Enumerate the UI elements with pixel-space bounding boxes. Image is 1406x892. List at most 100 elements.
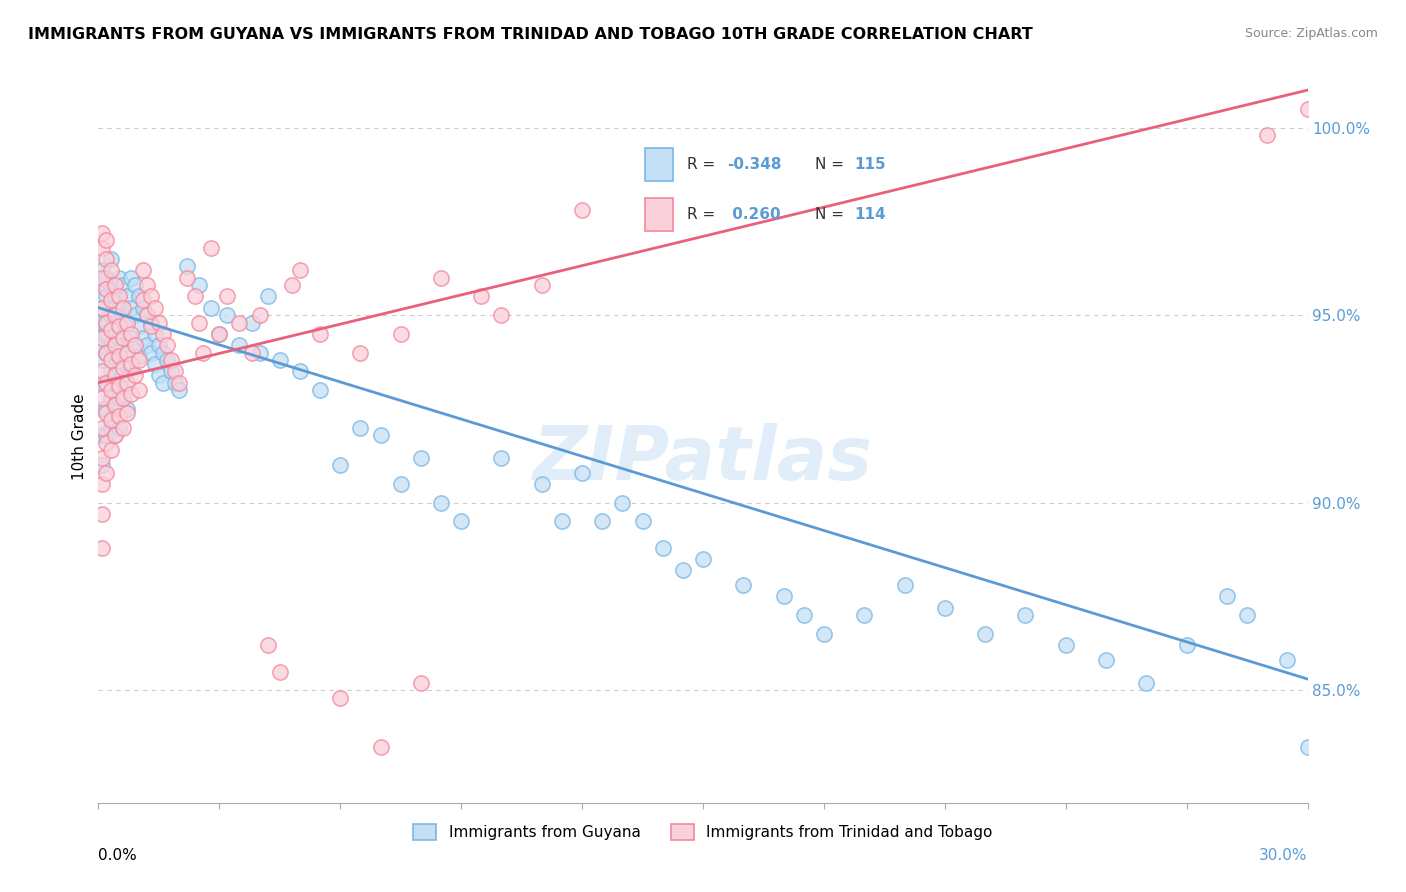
- Text: N =: N =: [814, 157, 849, 171]
- Point: [115, 406, 138, 420]
- Point: [217, 308, 239, 322]
- Point: [143, 357, 166, 371]
- Point: [139, 345, 162, 359]
- Point: [733, 578, 755, 592]
- Bar: [645, 198, 673, 231]
- Point: [193, 345, 215, 359]
- Point: [124, 338, 146, 352]
- Point: [409, 450, 432, 465]
- Point: [256, 638, 278, 652]
- Point: [389, 477, 412, 491]
- Point: [96, 252, 118, 266]
- Point: [148, 368, 170, 383]
- Point: [188, 278, 211, 293]
- Point: [96, 282, 118, 296]
- Point: [269, 665, 291, 679]
- Point: [128, 350, 150, 364]
- Point: [148, 316, 170, 330]
- Point: [124, 338, 146, 352]
- Point: [96, 345, 118, 359]
- Point: [103, 278, 125, 293]
- Point: [100, 391, 122, 405]
- Point: [974, 627, 997, 641]
- Point: [135, 308, 157, 322]
- Point: [91, 263, 114, 277]
- Point: [167, 376, 190, 390]
- Point: [692, 552, 714, 566]
- Point: [103, 345, 125, 359]
- Point: [111, 301, 134, 315]
- Point: [103, 376, 125, 390]
- Point: [139, 289, 162, 303]
- Point: [100, 364, 122, 378]
- Point: [100, 443, 122, 458]
- Point: [228, 316, 250, 330]
- Point: [111, 338, 134, 352]
- Point: [91, 391, 114, 405]
- Point: [107, 420, 129, 434]
- Point: [91, 458, 114, 473]
- Point: [91, 477, 114, 491]
- Point: [91, 420, 114, 434]
- Point: [612, 496, 634, 510]
- Point: [132, 331, 155, 345]
- Point: [103, 368, 125, 383]
- Point: [115, 376, 138, 390]
- Point: [389, 326, 412, 341]
- Text: N =: N =: [814, 207, 849, 222]
- Point: [107, 379, 129, 393]
- Point: [96, 406, 118, 420]
- Point: [107, 319, 129, 334]
- Point: [571, 466, 593, 480]
- Point: [228, 338, 250, 352]
- Point: [139, 316, 162, 330]
- Point: [103, 428, 125, 442]
- Point: [200, 241, 222, 255]
- Point: [288, 364, 311, 378]
- Point: [111, 278, 134, 293]
- Point: [115, 345, 138, 359]
- Point: [128, 319, 150, 334]
- Point: [120, 387, 142, 401]
- Point: [249, 345, 271, 359]
- Text: 0.0%: 0.0%: [98, 847, 138, 863]
- Point: [256, 289, 278, 303]
- Point: [115, 289, 138, 303]
- Point: [1014, 608, 1036, 623]
- Point: [135, 278, 157, 293]
- Point: [591, 515, 613, 529]
- Point: [672, 563, 695, 577]
- Legend: Immigrants from Guyana, Immigrants from Trinidad and Tobago: Immigrants from Guyana, Immigrants from …: [408, 818, 998, 847]
- Point: [96, 326, 118, 341]
- Point: [631, 515, 654, 529]
- Point: [96, 376, 118, 390]
- Point: [288, 263, 311, 277]
- Point: [409, 675, 432, 690]
- Point: [96, 376, 118, 390]
- Point: [128, 289, 150, 303]
- Point: [132, 263, 155, 277]
- Point: [100, 383, 122, 397]
- Point: [96, 428, 118, 442]
- Point: [120, 357, 142, 371]
- Point: [176, 270, 198, 285]
- Point: [103, 316, 125, 330]
- Point: [107, 409, 129, 424]
- Point: [430, 270, 453, 285]
- Point: [370, 428, 392, 442]
- Point: [793, 608, 815, 623]
- Point: [115, 316, 138, 330]
- Point: [91, 450, 114, 465]
- Point: [100, 338, 122, 352]
- Text: R =: R =: [688, 207, 720, 222]
- Point: [160, 353, 183, 368]
- Point: [107, 331, 129, 345]
- Point: [152, 376, 174, 390]
- Point: [96, 316, 118, 330]
- Point: [107, 391, 129, 405]
- Point: [91, 376, 114, 390]
- Point: [240, 316, 263, 330]
- Point: [96, 270, 118, 285]
- Point: [132, 293, 155, 308]
- Point: [370, 739, 392, 754]
